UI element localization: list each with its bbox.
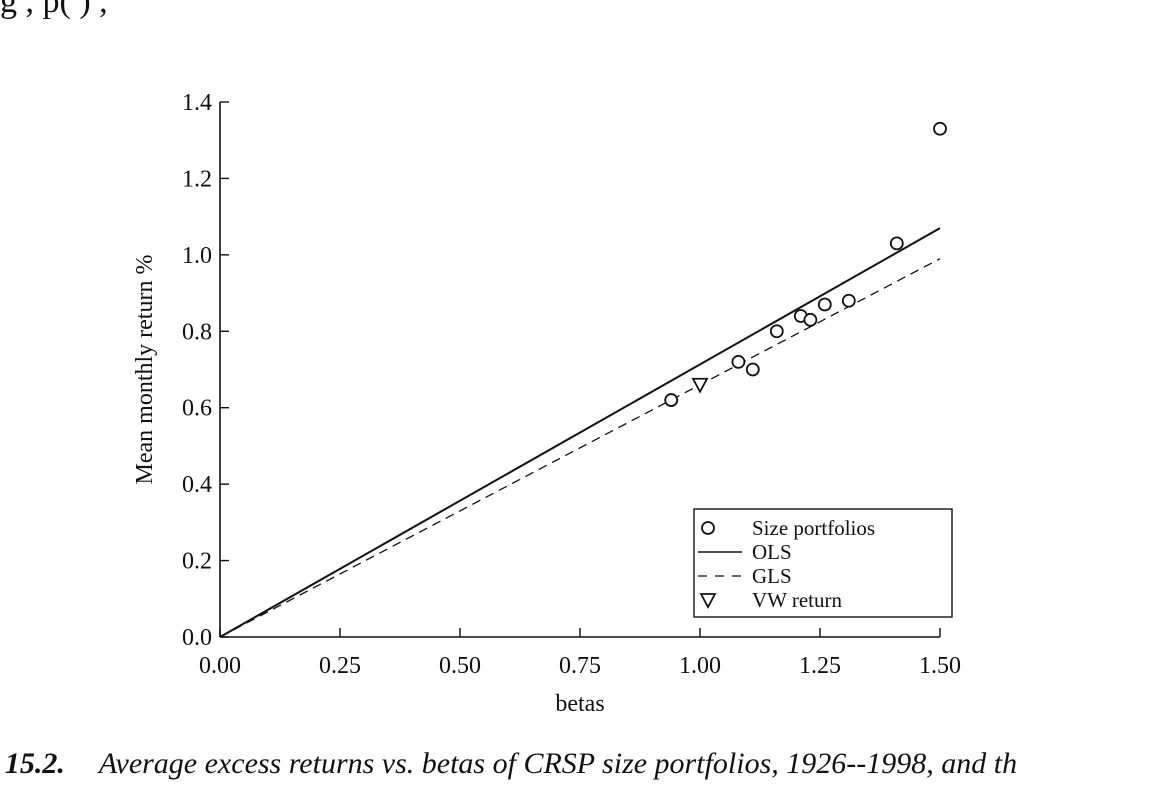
legend-label: Size portfolios xyxy=(752,516,875,540)
y-tick-label: 0.0 xyxy=(182,625,212,651)
figure-caption-text: Average excess returns vs. betas of CRSP… xyxy=(98,747,1018,780)
chart-marks xyxy=(219,121,947,638)
vw-return-point xyxy=(691,377,709,394)
y-tick-label: 1.0 xyxy=(182,243,212,269)
series-line-gls xyxy=(219,258,941,638)
size-portfolio-point xyxy=(731,354,746,369)
size-portfolio-point xyxy=(841,293,856,308)
legend-triangle-marker xyxy=(699,593,717,609)
x-tick-label: 0.75 xyxy=(559,653,601,679)
legend-label: VW return xyxy=(752,588,842,612)
x-tick-label: 0.50 xyxy=(439,653,481,679)
size-portfolio-point xyxy=(769,324,784,339)
figure-caption: e 15.2. Average excess returns vs. betas … xyxy=(0,744,1017,784)
x-axis-label: betas xyxy=(555,691,604,717)
chart-axes: 0.00 0.25 0.50 0.75 1.00 1.25 1.50 0.0 0.2 0.4 0.6… xyxy=(132,90,961,717)
size-portfolio-point xyxy=(933,121,947,136)
y-tick-label: 0.8 xyxy=(182,319,212,345)
legend-label: OLS xyxy=(752,540,792,564)
legend-circle-marker xyxy=(701,521,715,535)
cut-off-text-line: g , p( ) , xyxy=(0,0,108,20)
x-tick-label: 1.25 xyxy=(799,653,841,679)
size-portfolio-point xyxy=(664,393,679,407)
y-tick-label: 0.6 xyxy=(182,396,212,422)
y-tick-label: 0.4 xyxy=(182,472,212,498)
y-axis-label: Mean monthly return % xyxy=(132,255,158,485)
y-tick-label: 1.2 xyxy=(182,166,212,192)
x-tick-label: 1.00 xyxy=(679,653,721,679)
y-tick-label: 0.2 xyxy=(182,549,212,575)
size-portfolio-point xyxy=(889,236,904,251)
y-tick-label: 1.4 xyxy=(182,90,212,116)
size-portfolio-point xyxy=(817,297,832,312)
size-portfolio-point xyxy=(803,312,818,327)
x-tick-label: 1.50 xyxy=(919,653,961,679)
series-line-ols xyxy=(219,227,941,638)
x-tick-label: 0.00 xyxy=(199,653,241,679)
legend-box xyxy=(693,508,953,618)
size-portfolio-point xyxy=(745,362,760,377)
figure-label: e 15.2. xyxy=(0,747,65,780)
scatter-chart: 0.00 0.25 0.50 0.75 1.00 1.25 1.50 0.0 0.2 0.4 0.6… xyxy=(132,90,961,717)
x-tick-label: 0.25 xyxy=(319,653,361,679)
legend-label: GLS xyxy=(752,564,792,588)
